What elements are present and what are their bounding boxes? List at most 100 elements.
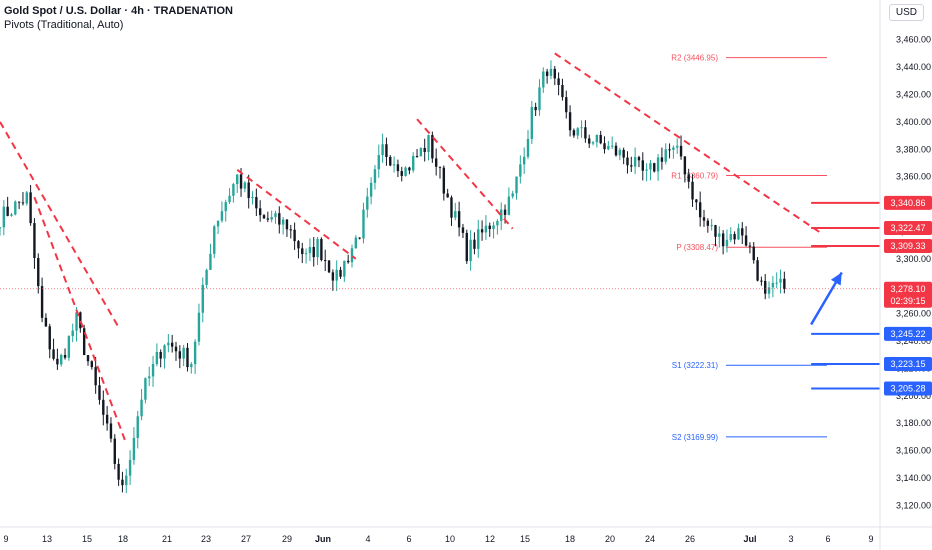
candle-body (538, 87, 541, 111)
candle-body (128, 459, 132, 476)
price-tick-label: 3,180.00 (896, 418, 931, 428)
time-tick-label: 15 (82, 534, 92, 544)
candle-body (60, 354, 63, 365)
level-tags: 3,340.86 3,322.47 3,309.33 3,245.22 3,223.15… (884, 195, 932, 396)
symbol-title[interactable]: Gold Spot / U.S. Dollar · 4h · TRADENATI… (4, 5, 233, 17)
candle-body (258, 208, 262, 216)
level-tag (884, 381, 932, 396)
candle-body (186, 347, 189, 368)
price-axis[interactable]: 3,120.00 3,140.00 3,160.00 3,180.00 3,200.00… (879, 0, 931, 550)
candle-body (140, 399, 143, 417)
candle-body (764, 280, 767, 294)
candle-body (588, 138, 591, 144)
candle-body (136, 416, 139, 438)
candle-body (350, 248, 354, 263)
candle-body (304, 253, 308, 255)
candle-body (714, 225, 717, 237)
candle-body (109, 423, 113, 439)
candle-body (86, 355, 90, 362)
candle-body (618, 149, 622, 156)
candle-body (438, 166, 442, 168)
candle-body (56, 358, 59, 365)
candle-body (155, 351, 159, 364)
candle-body (178, 351, 182, 359)
candle-body (656, 157, 660, 172)
candle-body (40, 286, 44, 318)
price-tick-label: 3,160.00 (896, 446, 931, 456)
candle-body (576, 128, 579, 136)
price-tick-label: 3,260.00 (896, 309, 931, 319)
pivot-label: R2 (3446.95) (671, 54, 718, 63)
pivot-label: S2 (3169.99) (672, 433, 719, 442)
candle-body (603, 143, 606, 150)
candle-body (645, 169, 648, 171)
candle-body (75, 312, 78, 331)
time-tick-label: 9 (3, 534, 8, 544)
candle-body (419, 147, 423, 157)
candle-body (247, 182, 250, 198)
projection-arrow[interactable] (810, 271, 843, 326)
indicator-label[interactable]: Pivots (Traditional, Auto) (4, 19, 124, 31)
horizontal-levels[interactable] (811, 201, 880, 390)
candle-body (373, 169, 377, 183)
level-tag-label: 3,245.22 (890, 329, 925, 339)
candle-body (224, 202, 227, 212)
candle-body (710, 225, 713, 227)
candle-body (167, 342, 170, 346)
trendlines[interactable] (0, 52, 824, 445)
candle-body (549, 68, 553, 76)
pivot-lines: R2 (3446.95) R1 (3360.79) P (3308.47) S1 (3… (671, 54, 827, 442)
candle-body (660, 157, 664, 162)
price-tick-label: 3,460.00 (896, 35, 931, 45)
current-price-tag (884, 281, 932, 308)
candle-body (44, 317, 48, 327)
candle-body (90, 361, 94, 368)
candle-body (25, 192, 28, 204)
candle-body (427, 135, 430, 152)
candle-body (771, 282, 775, 288)
currency-button[interactable]: USD (888, 4, 924, 21)
candle-body (687, 174, 690, 182)
time-tick-label: 13 (42, 534, 52, 544)
candle-body (633, 157, 637, 167)
candle-body (37, 257, 40, 287)
candle-body (668, 149, 671, 151)
level-tag-label: 3,322.47 (890, 223, 925, 233)
candle-body (366, 196, 369, 210)
candle-body (297, 241, 300, 249)
candle-body (500, 209, 503, 222)
time-tick-label: 23 (201, 534, 211, 544)
candle-body (691, 181, 694, 200)
candle-body (522, 156, 526, 165)
time-axis[interactable]: 9 13 15 18 21 23 27 29 Jun 4 6 10 12 15 18 20 24 26 Jul 3 6 9 (0, 526, 932, 544)
candle-body (159, 351, 162, 359)
candle-body (346, 260, 350, 263)
time-tick-label: 27 (241, 534, 251, 544)
candle-body (783, 278, 786, 289)
candle-body (695, 199, 698, 203)
time-tick-label: 21 (162, 534, 172, 544)
time-tick-label: 9 (868, 534, 873, 544)
candle-body (404, 167, 407, 176)
candle-body (457, 211, 461, 228)
candle-body (469, 239, 472, 262)
candle-body (553, 68, 556, 79)
time-tick-label: 10 (445, 534, 455, 544)
time-tick-label: 3 (788, 534, 793, 544)
candle-body (82, 328, 86, 356)
candle-body (239, 174, 243, 189)
candle-body (94, 367, 97, 386)
pivot-label: R1 (3360.79) (671, 172, 718, 181)
candle-body (0, 227, 2, 229)
candle-body (163, 345, 166, 359)
candle-body (236, 174, 239, 185)
candles[interactable] (0, 60, 786, 494)
level-tag (884, 357, 932, 372)
candle-body (274, 213, 277, 218)
price-tick-label: 3,360.00 (896, 172, 931, 182)
candle-body (415, 156, 419, 158)
candle-body (362, 209, 365, 239)
price-tick-label: 3,140.00 (896, 473, 931, 483)
pivot-label: P (3308.47) (676, 243, 718, 252)
